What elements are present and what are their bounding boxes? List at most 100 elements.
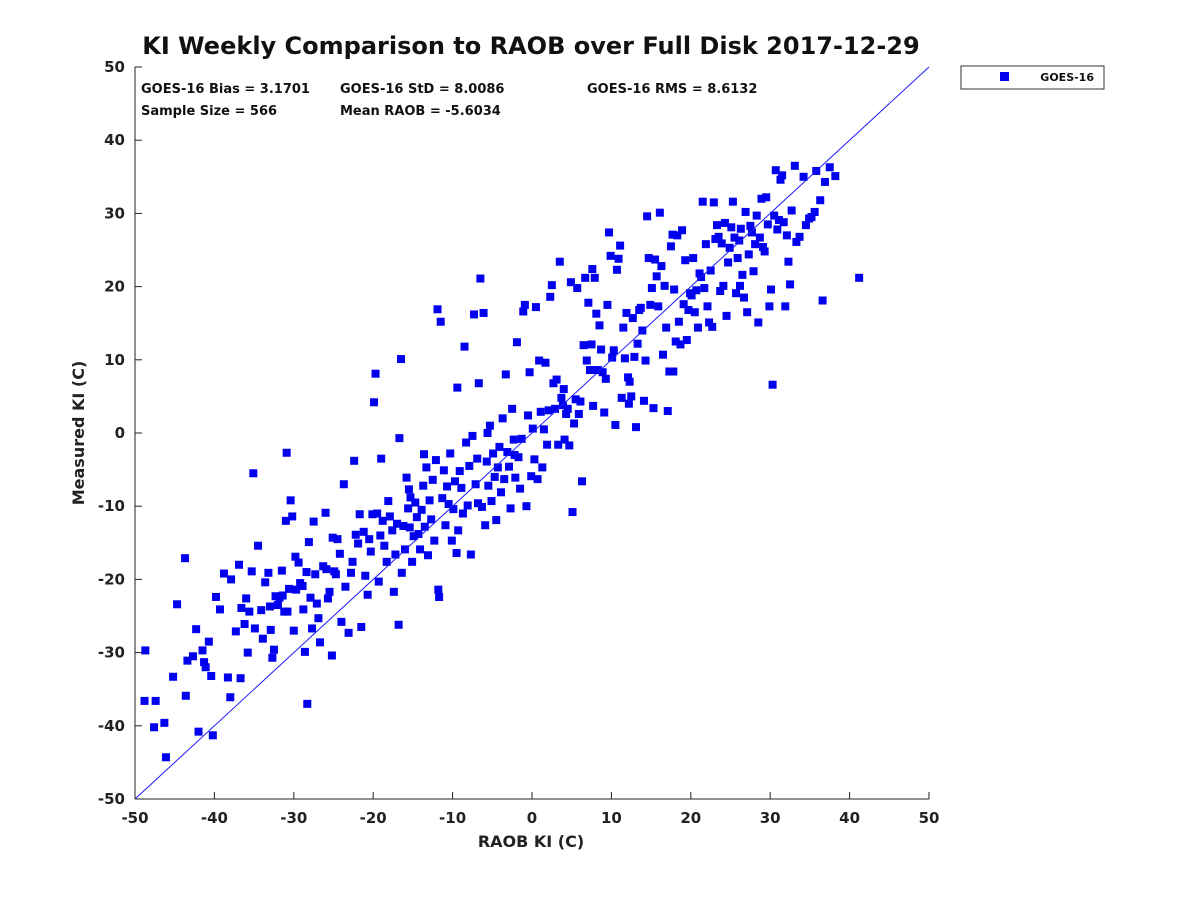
data-point bbox=[736, 281, 745, 290]
data-point bbox=[160, 718, 169, 727]
data-point bbox=[493, 463, 502, 472]
data-point bbox=[784, 257, 793, 266]
data-point bbox=[439, 466, 448, 475]
data-point bbox=[268, 653, 277, 662]
data-point bbox=[795, 232, 804, 241]
x-tick-label: 10 bbox=[601, 809, 622, 827]
data-point bbox=[303, 699, 312, 708]
data-point bbox=[294, 558, 303, 567]
data-point bbox=[593, 366, 602, 375]
data-point bbox=[181, 554, 190, 563]
data-point bbox=[277, 566, 286, 575]
data-point bbox=[389, 587, 398, 596]
data-point bbox=[441, 521, 450, 530]
data-point bbox=[204, 637, 213, 646]
data-point bbox=[755, 233, 764, 242]
data-point bbox=[254, 541, 263, 550]
x-tick-label: 20 bbox=[680, 809, 701, 827]
data-point bbox=[510, 450, 519, 459]
data-point bbox=[506, 504, 515, 513]
data-point bbox=[716, 286, 725, 295]
data-point bbox=[747, 228, 756, 237]
data-point bbox=[779, 218, 788, 227]
data-point bbox=[619, 323, 628, 332]
data-point bbox=[751, 240, 760, 249]
data-point bbox=[266, 625, 275, 634]
data-point bbox=[344, 628, 353, 637]
data-point bbox=[215, 605, 224, 614]
x-tick-label: 50 bbox=[919, 809, 940, 827]
data-point bbox=[544, 406, 553, 415]
data-point bbox=[573, 284, 582, 293]
data-point bbox=[430, 536, 439, 545]
data-point bbox=[223, 673, 232, 682]
data-point bbox=[730, 233, 739, 242]
x-ticks: -50 -40 -30 -20 -10 0 10 20 30 40 50 bbox=[121, 792, 939, 827]
data-point bbox=[738, 270, 747, 279]
data-point bbox=[714, 232, 723, 241]
data-point bbox=[434, 585, 443, 594]
data-point bbox=[770, 211, 779, 220]
y-ticks: -50 -40 -30 -20 -10 0 10 20 30 40 50 bbox=[98, 58, 142, 808]
data-point bbox=[603, 300, 612, 309]
data-point bbox=[242, 594, 251, 603]
data-point bbox=[568, 508, 577, 517]
data-point bbox=[504, 462, 513, 471]
data-point bbox=[285, 584, 294, 593]
data-point bbox=[192, 625, 201, 634]
data-point bbox=[323, 594, 332, 603]
data-point bbox=[760, 247, 769, 256]
data-point bbox=[741, 207, 750, 216]
data-point bbox=[543, 440, 552, 449]
data-point bbox=[269, 645, 278, 654]
data-point bbox=[450, 477, 459, 486]
data-point bbox=[463, 501, 472, 510]
data-point bbox=[395, 434, 404, 443]
data-point bbox=[346, 568, 355, 577]
data-point bbox=[535, 356, 544, 365]
data-point bbox=[622, 308, 631, 317]
data-point bbox=[722, 311, 731, 320]
data-point bbox=[638, 326, 647, 335]
data-point bbox=[546, 292, 555, 301]
data-point bbox=[447, 536, 456, 545]
data-point bbox=[333, 535, 342, 544]
data-point bbox=[778, 171, 787, 180]
data-point bbox=[628, 314, 637, 323]
data-point bbox=[374, 577, 383, 586]
stat-rms: GOES-16 RMS = 8.6132 bbox=[587, 82, 757, 97]
data-point bbox=[595, 321, 604, 330]
data-point bbox=[565, 441, 574, 450]
data-point bbox=[341, 582, 350, 591]
data-point bbox=[388, 526, 397, 535]
data-point bbox=[391, 550, 400, 559]
data-point bbox=[766, 285, 775, 294]
data-point bbox=[671, 337, 680, 346]
data-point bbox=[736, 224, 745, 233]
data-points bbox=[140, 161, 864, 762]
data-point bbox=[807, 213, 816, 222]
data-point bbox=[818, 296, 827, 305]
data-point bbox=[397, 568, 406, 577]
data-point bbox=[643, 212, 652, 221]
data-point bbox=[485, 421, 494, 430]
data-point bbox=[355, 510, 364, 519]
chart-title: KI Weekly Comparison to RAOB over Full D… bbox=[142, 32, 919, 60]
data-point bbox=[669, 367, 678, 376]
data-point bbox=[590, 273, 599, 282]
y-tick-label: 10 bbox=[104, 351, 125, 369]
data-point bbox=[570, 419, 579, 428]
data-point bbox=[541, 358, 550, 367]
data-point bbox=[302, 568, 311, 577]
x-tick-label: -10 bbox=[439, 809, 466, 827]
data-point bbox=[557, 393, 566, 402]
data-point bbox=[365, 535, 374, 544]
y-axis-label: Measured KI (C) bbox=[69, 361, 88, 506]
data-point bbox=[207, 672, 216, 681]
data-point bbox=[231, 627, 240, 636]
data-point bbox=[396, 355, 405, 364]
x-tick-label: 40 bbox=[839, 809, 860, 827]
y-tick-label: -20 bbox=[98, 570, 125, 588]
data-point bbox=[289, 626, 298, 635]
legend: GOES-16 bbox=[960, 65, 1105, 90]
